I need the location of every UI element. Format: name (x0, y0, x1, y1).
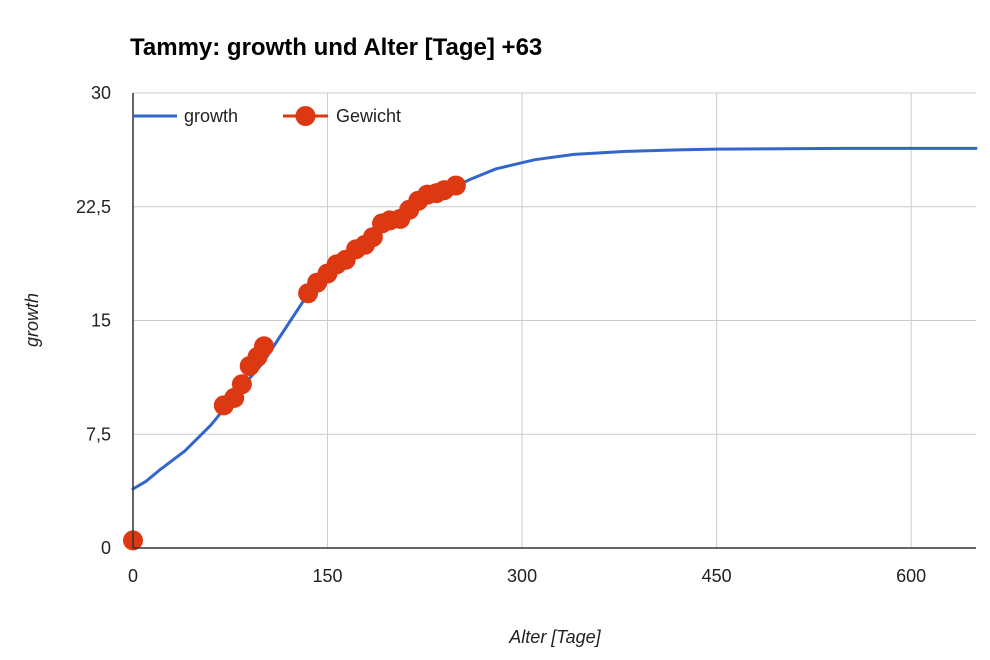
legend-gewicht-swatch-marker (295, 106, 316, 126)
y-tick-label: 30 (91, 83, 111, 103)
y-tick-label: 15 (91, 311, 111, 331)
legend-growth-label: growth (184, 106, 238, 126)
legend-gewicht-label: Gewicht (336, 106, 401, 126)
data-point-gewicht[interactable] (231, 374, 252, 395)
chart-title: Tammy: growth und Alter [Tage] +63 (130, 34, 542, 61)
y-axis-label: growth (22, 293, 42, 347)
y-tick-label: 7,5 (86, 424, 111, 444)
data-point-gewicht[interactable] (254, 336, 274, 357)
legend: growth Gewicht (133, 106, 401, 126)
axes (132, 93, 976, 549)
x-tick-label: 300 (507, 566, 537, 586)
y-tick-label: 0 (101, 538, 111, 558)
data-point-gewicht[interactable] (445, 175, 466, 196)
x-tick-label: 0 (128, 566, 138, 586)
x-tick-label: 600 (896, 566, 926, 586)
y-tick-label: 22,5 (76, 197, 111, 217)
x-tick-label: 450 (702, 566, 732, 586)
series-line-growth (131, 146, 978, 491)
series-layer (123, 146, 978, 551)
x-tick-label: 150 (313, 566, 343, 586)
grid-lines (133, 92, 976, 548)
x-axis-label: Alter [Tage] (508, 627, 601, 647)
